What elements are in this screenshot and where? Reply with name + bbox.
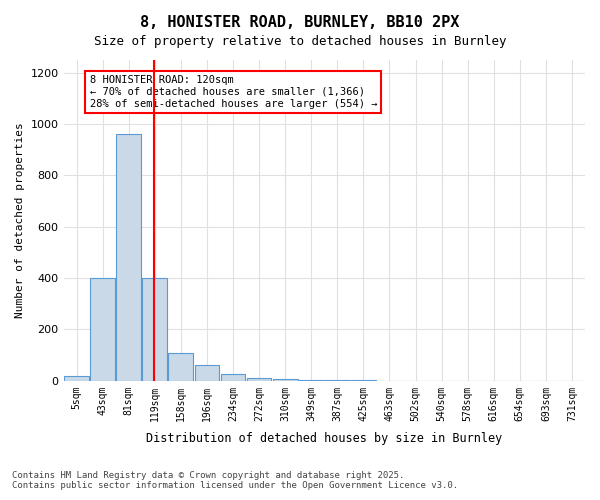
Text: Size of property relative to detached houses in Burnley: Size of property relative to detached ho… (94, 35, 506, 48)
Bar (299, 380, 323, 381)
Bar (142, 278, 167, 381)
Bar (351, 380, 376, 381)
Text: Contains HM Land Registry data © Crown copyright and database right 2025.
Contai: Contains HM Land Registry data © Crown c… (12, 470, 458, 490)
Bar (64, 376, 89, 381)
Y-axis label: Number of detached properties: Number of detached properties (15, 122, 25, 318)
Bar (221, 374, 245, 381)
Bar (247, 378, 271, 381)
Text: 8, HONISTER ROAD, BURNLEY, BB10 2PX: 8, HONISTER ROAD, BURNLEY, BB10 2PX (140, 15, 460, 30)
Bar (273, 380, 298, 381)
X-axis label: Distribution of detached houses by size in Burnley: Distribution of detached houses by size … (146, 432, 502, 445)
Bar (90, 278, 115, 381)
Bar (116, 134, 141, 381)
Bar (169, 352, 193, 381)
Bar (325, 380, 350, 381)
Bar (194, 366, 220, 381)
Text: 8 HONISTER ROAD: 120sqm
← 70% of detached houses are smaller (1,366)
28% of semi: 8 HONISTER ROAD: 120sqm ← 70% of detache… (89, 76, 377, 108)
